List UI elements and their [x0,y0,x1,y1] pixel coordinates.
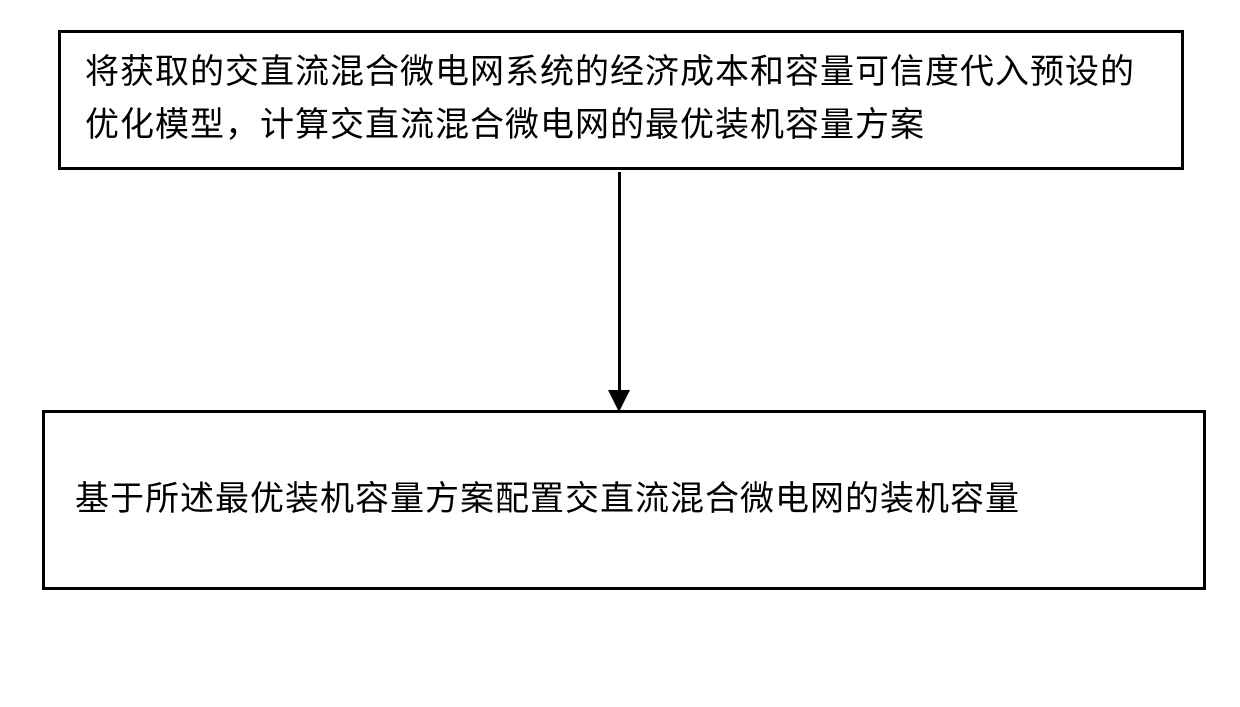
flowchart-box-step-2: 基于所述最优装机容量方案配置交直流混合微电网的装机容量 [42,410,1206,590]
flowchart-arrow-1-to-2 [610,172,630,410]
flowchart-box-1-text: 将获取的交直流混合微电网系统的经济成本和容量可信度代入预设的优化模型，计算交直流… [85,47,1157,152]
flowchart-box-step-1: 将获取的交直流混合微电网系统的经济成本和容量可信度代入预设的优化模型，计算交直流… [58,30,1184,170]
flowchart-box-2-text: 基于所述最优装机容量方案配置交直流混合微电网的装机容量 [75,474,1173,527]
arrow-head-icon [608,390,630,412]
flowchart-container: 将获取的交直流混合微电网系统的经济成本和容量可信度代入预设的优化模型，计算交直流… [0,0,1240,707]
arrow-line [618,172,621,394]
